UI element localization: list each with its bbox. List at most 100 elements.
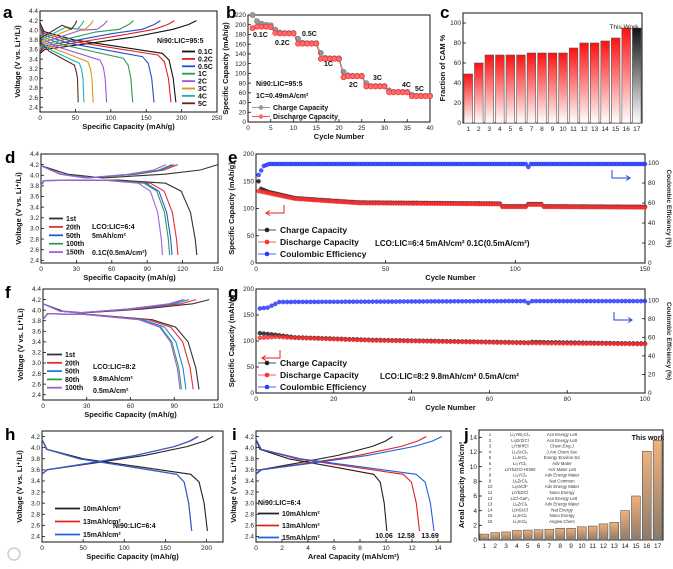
y-tick-label: 2.6 — [31, 523, 40, 530]
discharge-point — [529, 340, 535, 346]
y-tick-label: 0 — [250, 260, 254, 267]
bar — [579, 42, 589, 124]
y-tick-label: 2.8 — [32, 371, 41, 378]
discharge-point — [347, 337, 352, 342]
bar — [537, 52, 547, 124]
ce-point — [327, 299, 333, 305]
x-tick-label: 25 — [358, 125, 366, 132]
bar — [495, 54, 505, 124]
ce-point — [467, 299, 473, 304]
ce-point — [564, 298, 570, 304]
x-tick-label: 50 — [80, 545, 88, 552]
y-tick-label: 3.8 — [32, 318, 41, 325]
ref-number: 13 — [488, 502, 493, 507]
y-tick-label: 160 — [235, 41, 246, 48]
x-tick-label: 13 — [611, 543, 619, 550]
x-tick-label: 17 — [654, 543, 662, 550]
ref-number: 10 — [488, 484, 493, 489]
x-tick-label: 150 — [213, 266, 224, 273]
discharge-point — [277, 334, 282, 340]
ce-point — [523, 161, 528, 167]
ce-point — [261, 305, 267, 311]
y-tick-label: 200 — [235, 22, 246, 29]
x-tick-label: 60 — [486, 396, 494, 403]
y2-tick-label: 40 — [648, 353, 656, 360]
ce-point — [545, 298, 551, 304]
x-tick-label: 0 — [254, 266, 258, 273]
ref-number: 1 — [489, 432, 492, 437]
bar — [632, 27, 642, 124]
discharge-point — [506, 340, 512, 346]
ce-point — [603, 298, 609, 304]
x-tick-label: 100 — [119, 545, 130, 552]
y-tick-label: 3.2 — [32, 350, 41, 357]
y-tick-label: 2.8 — [30, 236, 39, 243]
x-tick-label: 30 — [83, 403, 91, 410]
bar — [642, 450, 652, 541]
discharge-point — [561, 341, 566, 346]
y2-tick-label: 80 — [648, 316, 656, 323]
ref-material: Li₂ErZrCl — [511, 438, 528, 443]
ref-journal: Adv Mater — [552, 461, 572, 466]
discharge-point — [428, 339, 434, 344]
ce-point — [370, 299, 375, 304]
rate-label: 0.5C — [302, 31, 317, 38]
bar — [479, 533, 490, 541]
discharge-curve-i-1 — [255, 439, 421, 531]
ce-point — [374, 299, 379, 304]
y-tick-label: 3.2 — [30, 215, 39, 222]
y-tick-label: 4.4 — [30, 151, 39, 158]
ce-point — [405, 299, 410, 304]
ref-material: Li₃InCl₆ — [513, 519, 528, 524]
ref-journal: Chem.Eng.J — [550, 444, 574, 449]
y2-tick-label: 0 — [648, 260, 652, 267]
reference-row: 8 Li₃YCl₆ Adv Energy Mater — [489, 473, 580, 478]
discharge-point — [572, 341, 578, 346]
y-tick-label: 60 — [454, 60, 462, 67]
y-tick-label: 2.8 — [245, 511, 254, 518]
x-tick-label: 60 — [127, 403, 135, 410]
right-axis-arrow-icon — [611, 170, 631, 181]
x-axis-label: Specific Capacity (mAh/g) — [82, 122, 175, 131]
ce-point — [514, 298, 519, 304]
ce-point — [417, 299, 422, 304]
ce-point — [409, 299, 414, 304]
x-tick-label: 16 — [643, 543, 651, 550]
ref-journal: Adv Energy Mater — [545, 473, 580, 478]
charge-point — [261, 331, 267, 336]
panel-label: j — [463, 425, 469, 444]
y-tick-label: 200 — [243, 286, 254, 293]
discharge-point — [634, 341, 640, 347]
ce-point — [522, 298, 527, 304]
right-axis-arrow-icon — [613, 312, 633, 323]
discharge-point — [459, 339, 465, 345]
discharge-point — [343, 337, 348, 342]
ref-material: Li/YbZrCl-HI350 — [505, 467, 536, 472]
y-axis-label: Specific Capacity (mAh/g) — [227, 294, 236, 387]
discharge-curve-a-6 — [39, 33, 85, 103]
x-tick-label: 3 — [488, 126, 492, 133]
x-tick-label: 120 — [213, 403, 224, 410]
discharge-point — [619, 341, 624, 347]
y-tick-label: 2 — [473, 523, 477, 530]
ce-point — [642, 298, 648, 304]
this-work-label: This Work — [609, 24, 639, 31]
discharge-point — [580, 341, 586, 346]
x-tick-label: 8 — [358, 545, 362, 552]
legend-label: Discharge Capacity — [280, 237, 359, 247]
panel-b: b 0 5 10 15 20 25 30 35 40 0 20 40 60 80 100 120 140 160 18… — [221, 3, 434, 141]
discharge-point — [518, 340, 523, 346]
discharge-point — [358, 73, 365, 80]
bar — [568, 47, 579, 124]
y-tick-label: 2.6 — [245, 523, 254, 530]
legend-label: Discharge Capacity — [273, 114, 338, 121]
ref-number: 5 — [489, 455, 492, 460]
y-tick-label: 3.2 — [245, 489, 254, 496]
legend-label: Coulombic Efficiency — [280, 249, 367, 259]
ref-journal: Acs Mater Lett — [548, 467, 577, 472]
ce-point — [526, 300, 531, 306]
x-tick-label: 13 — [591, 126, 599, 133]
x-tick-label: 7 — [548, 543, 552, 550]
x-axis-label: Specific Capacity (mAh/g) — [84, 410, 177, 419]
y-tick-label: 2.8 — [31, 511, 40, 518]
